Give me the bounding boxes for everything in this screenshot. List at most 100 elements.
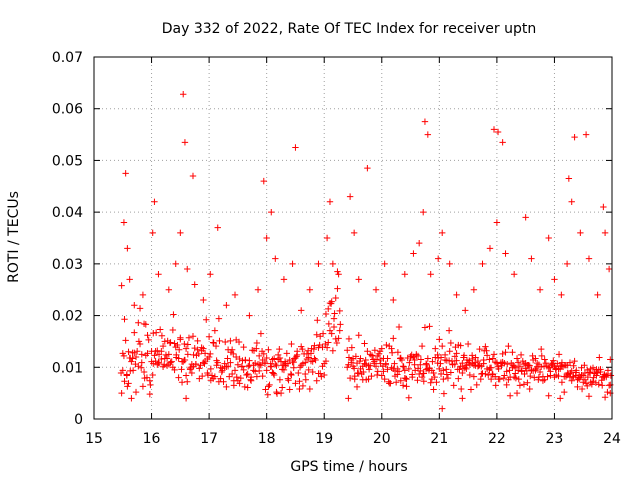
data-point	[418, 373, 426, 381]
data-point	[139, 383, 147, 390]
data-point	[284, 375, 292, 382]
data-point	[598, 377, 605, 384]
data-point	[316, 333, 324, 340]
data-point	[345, 354, 353, 361]
data-point	[143, 374, 151, 381]
data-point	[522, 214, 529, 221]
data-point	[415, 239, 423, 247]
data-point	[360, 368, 367, 376]
data-point	[401, 374, 408, 382]
data-point	[541, 356, 548, 363]
data-point	[568, 198, 575, 205]
data-point	[136, 305, 144, 312]
data-point	[325, 339, 332, 346]
data-point	[531, 374, 538, 381]
data-point	[256, 361, 263, 368]
data-point	[568, 377, 575, 384]
data-point	[536, 368, 544, 376]
data-point	[351, 375, 358, 383]
data-point	[364, 348, 371, 355]
data-point	[212, 342, 220, 350]
data-point	[187, 364, 194, 371]
data-point	[246, 362, 253, 369]
data-point	[444, 374, 452, 382]
data-point	[207, 350, 214, 358]
data-point	[506, 392, 514, 399]
data-point	[345, 335, 353, 343]
data-point	[528, 366, 535, 374]
data-point	[499, 139, 506, 146]
data-point	[330, 323, 338, 331]
data-point	[384, 366, 391, 373]
data-point	[565, 175, 573, 182]
data-point	[459, 395, 466, 402]
data-point	[424, 131, 432, 138]
data-point	[459, 369, 466, 377]
data-point	[420, 208, 427, 216]
data-point	[411, 361, 418, 368]
data-point	[198, 344, 205, 351]
data-point	[594, 369, 601, 377]
data-point	[227, 359, 234, 366]
data-point	[259, 372, 266, 380]
data-point	[196, 375, 203, 382]
data-point	[302, 376, 310, 383]
data-point	[273, 388, 280, 396]
data-point	[483, 365, 491, 373]
data-point	[372, 363, 380, 370]
data-point	[514, 367, 522, 374]
data-point	[333, 339, 341, 347]
data-point	[166, 339, 174, 347]
data-point	[313, 377, 320, 384]
data-point	[600, 203, 607, 211]
data-point	[207, 271, 214, 278]
data-point	[177, 336, 184, 343]
data-point	[378, 372, 385, 379]
data-point	[527, 372, 534, 380]
data-point	[570, 373, 577, 380]
data-point	[182, 345, 190, 352]
data-point	[224, 363, 232, 370]
data-point	[378, 345, 385, 352]
data-point	[283, 350, 291, 357]
data-point	[495, 365, 502, 373]
data-point	[585, 369, 593, 376]
data-point	[551, 276, 558, 283]
data-point	[589, 364, 597, 372]
data-point	[355, 276, 362, 283]
data-point	[463, 365, 470, 373]
data-point	[261, 360, 269, 367]
data-point	[391, 372, 399, 380]
data-point	[479, 260, 486, 268]
data-point	[538, 345, 545, 353]
data-point	[140, 320, 148, 328]
data-point	[251, 359, 259, 367]
data-point	[253, 345, 260, 352]
data-point	[545, 234, 552, 242]
data-point	[490, 351, 498, 358]
data-point	[497, 359, 505, 366]
data-point	[353, 383, 361, 391]
data-point	[517, 351, 525, 359]
data-point	[440, 390, 448, 397]
data-point	[270, 355, 278, 362]
data-point	[241, 383, 248, 391]
data-point	[276, 376, 284, 383]
data-point	[277, 389, 285, 397]
data-point	[144, 332, 151, 339]
data-point	[257, 330, 265, 337]
data-point	[486, 356, 493, 363]
data-point	[196, 365, 203, 372]
axis-ticks	[93, 56, 613, 420]
data-point	[337, 321, 344, 328]
data-point	[289, 260, 296, 268]
data-point	[585, 255, 593, 262]
data-point	[526, 362, 533, 369]
data-point	[387, 380, 394, 387]
x-tick-label: 19	[315, 431, 333, 447]
data-point	[259, 356, 266, 364]
data-point	[407, 354, 414, 362]
data-point	[292, 354, 299, 362]
data-point	[453, 291, 460, 299]
